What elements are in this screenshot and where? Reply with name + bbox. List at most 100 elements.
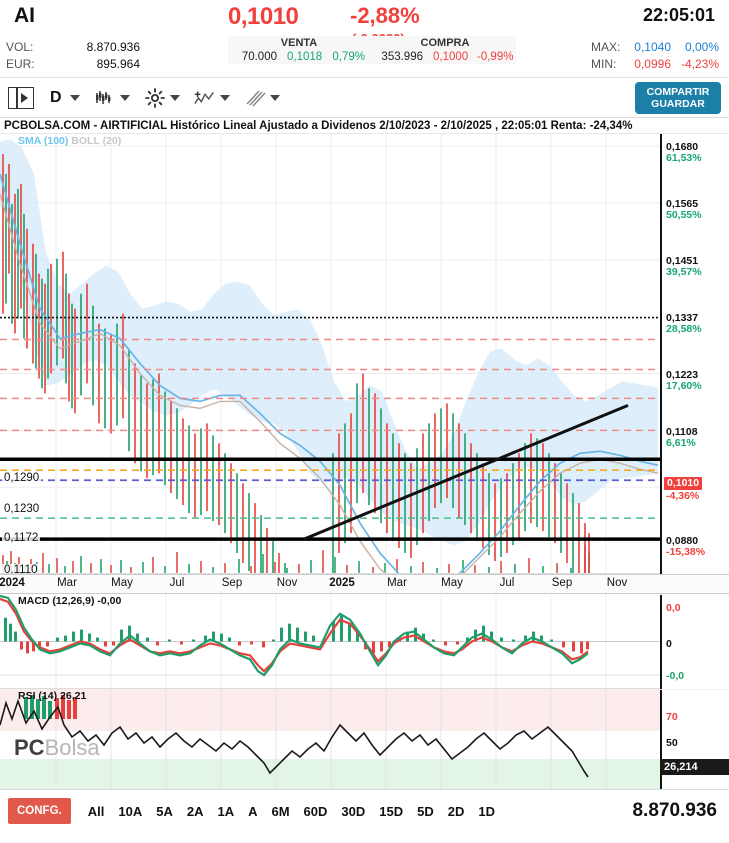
range-30d[interactable]: 30D [341,803,366,819]
axis-tick-price: 0,0880 [666,535,699,547]
range-2d[interactable]: 2D [447,803,465,819]
x-tick: 2024 [0,577,25,589]
share-save-button[interactable]: COMPARTIR GUARDAR [635,82,721,114]
price-pane[interactable]: SMA (100) BOLL (20) [0,134,729,574]
share-label-2: GUARDAR [651,98,705,110]
macd-legend: MACD (12,26,9) -0,00 [18,595,122,607]
quote-header: AI VOL: 8.870.936 EUR: 895.964 0,1010 -2… [0,0,729,78]
x-tick: Mar [57,577,77,589]
chart-stack: SMA (100) BOLL (20) [0,134,729,790]
range-5a[interactable]: 5A [156,803,173,819]
x-tick: Sep [551,577,573,589]
indicators-icon[interactable] [192,86,218,110]
panel-toggle-button[interactable] [8,86,34,109]
x-tick: Sep [221,577,243,589]
macd-pane[interactable]: MACD (12,26,9) -0,00 [0,594,729,689]
candles-icon[interactable] [92,86,118,110]
range-6m[interactable]: 6M [271,803,290,819]
max-pct: 0,00% [684,39,719,54]
compra-pct: -0,99% [477,51,514,63]
eur-label: EUR: [6,56,35,71]
compra-title: COMPRA [420,37,470,49]
compra-price: 0,1000 [433,51,469,63]
chart-toolbar: D [0,78,729,118]
x-tick: May [111,577,133,589]
rsi-value-badge: 26,214 [660,759,729,775]
ticker-symbol: AI [14,4,35,27]
x-tick: Mar [387,577,407,589]
chevron-down-icon-2[interactable] [119,94,130,101]
rsi-axis-tick: 50 [666,737,678,749]
venta-price: 0,1018 [287,51,323,63]
chevron-down-icon-4[interactable] [219,94,230,101]
axis-tick-price: 0,1451 [666,255,699,267]
axis-tick-price: 0,1337 [666,312,699,324]
pcbolsa-watermark: PCBolsa [14,735,100,761]
range-15d[interactable]: 15D [379,803,404,819]
price-level-label: 0,1230 [2,503,42,515]
x-tick: Nov [606,577,628,589]
range-2a[interactable]: 2A [186,803,204,819]
x-tick: Jul [499,577,515,589]
price-plot[interactable] [0,134,660,573]
chevron-down-icon-3[interactable] [169,94,180,101]
venta-pct: 0,79% [332,51,365,63]
axis-tick-price: 0,1680 [666,141,699,153]
min-pct: -4,23% [680,56,719,71]
rsi-axis-tick: 70 [666,711,678,723]
axis-tick: 0,1680 61,53% [666,142,702,164]
min-row: MIN: 0,0996 -4,23% [591,55,719,72]
axis-tick-pct: 61,53% [666,152,702,164]
stat-row-eur: EUR: 895.964 [6,55,140,72]
range-5d[interactable]: 5D [417,803,434,819]
clock: 22:05:01 [642,5,715,25]
axis-tick: 0,1337 28,58% [666,313,702,335]
order-book-venta: VENTA 70.000 0,1018 0,79% [228,36,370,64]
rsi-axis[interactable]: 70 50 30 [660,690,729,790]
gear-icon[interactable] [142,86,168,110]
stat-row-vol: VOL: 8.870.936 [6,38,140,55]
x-tick: May [441,577,463,589]
range-all[interactable]: All [87,803,105,819]
axis-tick-pct: 6,61% [666,437,696,449]
range-1d[interactable]: 1D [478,803,495,819]
chevron-down-icon[interactable] [69,94,80,101]
vol-label: VOL: [6,39,34,54]
watermark-bold: PC [14,735,45,760]
range-a[interactable]: A [248,803,258,819]
axis-tick-current-pct: -4,36% [666,490,700,502]
macd-axis[interactable]: 0,0 0 -0,0 [660,595,729,690]
axis-tick-pct: 39,57% [666,266,702,278]
range-60d[interactable]: 60D [303,803,328,819]
range-1a[interactable]: 1A [217,803,235,819]
rsi-pane[interactable]: RSI (14) 26,21 PCBolsa [0,689,729,789]
price-legend: SMA (100) BOLL (20) [18,135,121,147]
macd-plot[interactable] [0,594,660,688]
max-value: 0,1040 [634,39,671,54]
max-label: MAX: [591,39,621,54]
config-button[interactable]: CONFG. [8,798,71,824]
range-10a[interactable]: 10A [118,803,143,819]
chart-title: PCBOLSA.COM - AIRTIFICIAL Histórico Line… [0,118,729,134]
axis-tick: 0,1108 6,61% [666,427,698,449]
share-label-1: COMPARTIR [646,86,710,98]
axis-tick-pct: 17,60% [666,380,702,392]
interval-label[interactable]: D [50,88,62,106]
axis-tick-price: 0,1565 [666,198,699,210]
rsi-oversold-band [0,759,729,789]
price-axis[interactable]: 0,1680 61,53% 0,1565 50,55% 0,1451 39,57… [660,134,729,574]
axis-tick: 0,0880 -15,38% [666,536,705,558]
axis-tick-price: 0,1223 [666,369,699,381]
price-level-label: 0,1110 [2,564,40,574]
axis-tick-current: 0,1010 [664,477,703,490]
total-volume: 8.870.936 [632,800,717,821]
eur-value: 895.964 [96,56,140,71]
compra-qty: 353.996 [381,51,423,63]
drawing-icon[interactable] [242,86,268,110]
change-percent: -2,88% [350,3,420,28]
rsi-plot[interactable] [0,689,660,789]
x-tick: Nov [276,577,298,589]
panel-toggle-icon [8,86,34,109]
chevron-down-icon-5[interactable] [269,94,280,101]
watermark-light: Bolsa [44,735,100,760]
